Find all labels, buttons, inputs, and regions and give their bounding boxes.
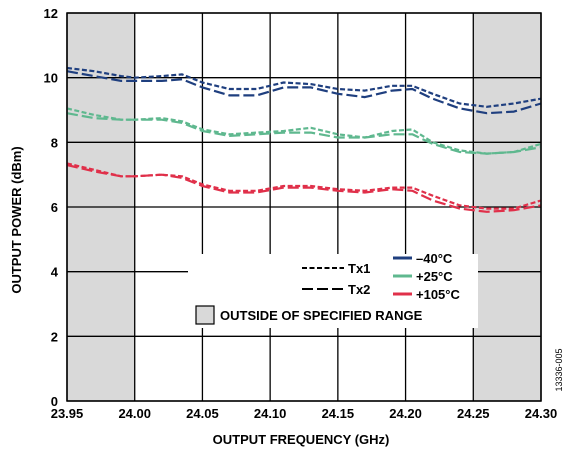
plot-border bbox=[66, 12, 542, 402]
legend-background bbox=[188, 254, 478, 328]
series-lines bbox=[66, 66, 542, 213]
legend-outside-range-swatch bbox=[195, 305, 215, 325]
series-line-c25-tx1 bbox=[66, 107, 542, 155]
figure-id: 13336-005 bbox=[554, 348, 564, 391]
legend-tx2-label: Tx2 bbox=[348, 282, 370, 297]
legend-neg40-label: –40°C bbox=[416, 251, 453, 266]
legend-outside-range-label: OUTSIDE OF SPECIFIED RANGE bbox=[220, 308, 423, 323]
x-axis-title: OUTPUT FREQUENCY (GHz) bbox=[213, 432, 390, 447]
y-tick-label-3: 6 bbox=[51, 200, 58, 215]
y-axis-title: OUTPUT POWER (dBm) bbox=[9, 146, 24, 293]
grid bbox=[66, 12, 542, 402]
series-line-neg40-tx1 bbox=[66, 66, 542, 108]
legend: Tx1 Tx2 –40°C +25°C +105°C OUTSIDE OF SP… bbox=[188, 251, 478, 328]
x-tick-label-3: 24.10 bbox=[254, 406, 287, 421]
x-tick-label-7: 24.30 bbox=[525, 406, 558, 421]
y-tick-label-5: 10 bbox=[44, 71, 58, 86]
legend-105-label: +105°C bbox=[416, 287, 460, 302]
x-tick-label-6: 24.25 bbox=[457, 406, 490, 421]
y-tick-label-2: 4 bbox=[51, 265, 59, 280]
series-line-c105-tx1 bbox=[66, 162, 542, 210]
series-line-c105-tx2 bbox=[66, 163, 542, 213]
x-tick-labels: 23.95 24.00 24.05 24.10 24.15 24.20 24.25 24.30 bbox=[51, 406, 558, 421]
y-tick-label-6: 12 bbox=[44, 6, 58, 21]
x-tick-label-5: 24.20 bbox=[389, 406, 422, 421]
legend-tx1-label: Tx1 bbox=[348, 261, 370, 276]
x-tick-label-4: 24.15 bbox=[322, 406, 355, 421]
legend-25-label: +25°C bbox=[416, 269, 453, 284]
x-tick-label-2: 24.05 bbox=[186, 406, 219, 421]
x-tick-label-0: 23.95 bbox=[51, 406, 84, 421]
y-tick-labels: 0 2 4 6 8 10 12 bbox=[44, 6, 59, 409]
y-tick-label-1: 2 bbox=[51, 329, 58, 344]
series-line-c25-tx2 bbox=[66, 112, 542, 155]
series-line-neg40-tx2 bbox=[66, 70, 542, 115]
x-tick-label-1: 24.00 bbox=[118, 406, 151, 421]
y-tick-label-4: 8 bbox=[51, 135, 58, 150]
y-tick-label-0: 0 bbox=[51, 394, 58, 409]
